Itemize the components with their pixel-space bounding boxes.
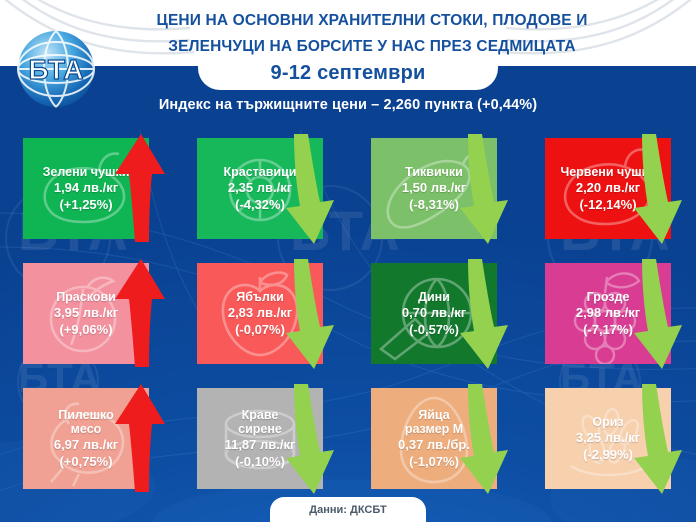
data-source: Данни: ДКСБТ [309, 504, 387, 516]
product-row: Зелени чушки 1,94 лв./кг (+1,25%) [0, 130, 696, 255]
header-band [0, 0, 696, 66]
product-card-cherveni-chushki[interactable]: Червени чушки 2,20 лв./кг (-12,14%) [545, 138, 671, 239]
product-cell: Ориз 3,25 лв./кг (-2,99%) [522, 380, 696, 505]
product-price: 3,25 лв./кг [575, 429, 641, 445]
date-pill-shape [198, 60, 498, 90]
product-cell: Зелени чушки 1,94 лв./кг (+1,25%) [0, 130, 174, 255]
title-line-1: ЦЕНИ НА ОСНОВНИ ХРАНИТЕЛНИ СТОКИ, ПЛОДОВ… [156, 12, 588, 29]
product-name: Тиквички [405, 164, 463, 179]
product-card-yabalki[interactable]: Ябълки 2,83 лв./кг (-0,07%) [197, 263, 323, 364]
watermelon-icon [378, 277, 473, 361]
product-change: (-12,14%) [579, 196, 637, 212]
product-name: Дини [418, 289, 450, 304]
card-text: Грозде 2,98 лв./кг (-7,17%) [545, 263, 671, 364]
product-price: 0,37 лв./бр. [398, 436, 470, 452]
product-cell: Краве сирене 11,87 лв./кг (-0,10%) [174, 380, 348, 505]
product-name: Краставици [223, 164, 297, 179]
price-index-line: Индекс на тържищните цени – 2,260 пункта… [158, 97, 538, 113]
product-change: (-8,31%) [409, 196, 459, 212]
page-title: ЦЕНИ НА ОСНОВНИ ХРАНИТЕЛНИ СТОКИ, ПЛОДОВ… [92, 8, 652, 60]
product-card-krastavici[interactable]: Краставици 2,35 лв./кг (-4,32%) [197, 138, 323, 239]
product-name: Пилешко месо [58, 407, 114, 436]
product-card-tikvichki[interactable]: Тиквички 1,50 лв./кг (-8,31%) [371, 138, 497, 239]
product-card-dini[interactable]: Дини 0,70 лв./кг (-0,57%) [371, 263, 497, 364]
product-change: (-0,07%) [235, 321, 285, 337]
product-change: (+1,25%) [59, 196, 113, 212]
product-card-zeleni-chushki[interactable]: Зелени чушки 1,94 лв./кг (+1,25%) [23, 138, 149, 239]
product-name: Краве сирене [238, 407, 282, 436]
card-text: Ябълки 2,83 лв./кг (-0,07%) [197, 263, 323, 364]
product-card-oriz[interactable]: Ориз 3,25 лв./кг (-2,99%) [545, 388, 671, 489]
product-card-grozde[interactable]: Грозде 2,98 лв./кг (-7,17%) [545, 263, 671, 364]
date-range: 9-12 септември [270, 61, 426, 84]
product-name: Грозде [586, 289, 630, 304]
card-text: Праскови 3,95 лв./кг (+9,06%) [23, 263, 149, 364]
product-card-pileshko-meso[interactable]: Пилешко месо 6,97 лв./кг (+0,75%) [23, 388, 149, 489]
card-text: Зелени чушки 1,94 лв./кг (+1,25%) [23, 138, 149, 239]
product-change: (-1,07%) [409, 453, 459, 469]
title-line-2: ЗЕЛЕНЧУЦИ НА БОРСИТЕ У НАС ПРЕЗ СЕДМИЦАТ… [168, 38, 576, 55]
product-name: Праскови [56, 289, 116, 304]
product-row: Пилешко месо 6,97 лв./кг (+0,75%) [0, 380, 696, 505]
footer-pill-shape [270, 497, 426, 522]
card-text: Дини 0,70 лв./кг (-0,57%) [371, 263, 497, 364]
product-price: 2,83 лв./кг [227, 304, 293, 320]
product-grid: Зелени чушки 1,94 лв./кг (+1,25%) [0, 130, 696, 495]
product-name: Яйца размер М [404, 407, 464, 436]
product-name: Ориз [592, 414, 624, 429]
product-change: (+9,06%) [59, 321, 113, 337]
product-price: 3,95 лв./кг [53, 304, 119, 320]
product-cell: Ябълки 2,83 лв./кг (-0,07%) [174, 255, 348, 380]
bta-logo: БТА [17, 30, 95, 108]
logo-text: БТА [29, 54, 84, 85]
product-change: (+0,75%) [59, 453, 113, 469]
product-price: 11,87 лв./кг [224, 436, 296, 452]
product-change: (-0,57%) [409, 321, 459, 337]
card-text: Ориз 3,25 лв./кг (-2,99%) [545, 388, 671, 489]
product-card-krave-sirene[interactable]: Краве сирене 11,87 лв./кг (-0,10%) [197, 388, 323, 489]
product-price: 1,50 лв./кг [401, 179, 467, 195]
product-cell: Тиквички 1,50 лв./кг (-8,31%) [348, 130, 522, 255]
product-change: (-7,17%) [583, 321, 633, 337]
product-name: Червени чушки [560, 164, 656, 179]
card-text: Яйца размер М 0,37 лв./бр. (-1,07%) [371, 388, 497, 489]
product-cell: Краставици 2,35 лв./кг (-4,32%) [174, 130, 348, 255]
card-text: Краве сирене 11,87 лв./кг (-0,10%) [197, 388, 323, 489]
product-cell: Червени чушки 2,20 лв./кг (-12,14%) [522, 130, 696, 255]
product-row: Праскови 3,95 лв./кг (+9,06%) [0, 255, 696, 380]
product-name: Ябълки [236, 289, 284, 304]
product-card-yaytsa[interactable]: Яйца размер М 0,37 лв./бр. (-1,07%) [371, 388, 497, 489]
product-change: (-2,99%) [583, 446, 633, 462]
product-card-praskovi[interactable]: Праскови 3,95 лв./кг (+9,06%) [23, 263, 149, 364]
product-cell: Яйца размер М 0,37 лв./бр. (-1,07%) [348, 380, 522, 505]
product-price: 1,94 лв./кг [53, 179, 119, 195]
card-text: Тиквички 1,50 лв./кг (-8,31%) [371, 138, 497, 239]
card-text: Пилешко месо 6,97 лв./кг (+0,75%) [23, 388, 149, 489]
product-price: 2,20 лв./кг [575, 179, 641, 195]
product-price: 2,35 лв./кг [227, 179, 293, 195]
product-price: 0,70 лв./кг [401, 304, 467, 320]
product-cell: Праскови 3,95 лв./кг (+9,06%) [0, 255, 174, 380]
product-price: 6,97 лв./кг [53, 436, 119, 452]
product-change: (-0,10%) [235, 453, 285, 469]
product-name: Зелени чушки [42, 164, 130, 179]
card-text: Червени чушки 2,20 лв./кг (-12,14%) [545, 138, 671, 239]
product-cell: Дини 0,70 лв./кг (-0,57%) [348, 255, 522, 380]
header-arc-decoration [4, 0, 692, 55]
product-cell: Пилешко месо 6,97 лв./кг (+0,75%) [0, 380, 174, 505]
grapes-icon [573, 272, 641, 364]
product-change: (-4,32%) [235, 196, 285, 212]
product-price: 2,98 лв./кг [575, 304, 641, 320]
product-cell: Грозде 2,98 лв./кг (-7,17%) [522, 255, 696, 380]
card-text: Краставици 2,35 лв./кг (-4,32%) [197, 138, 323, 239]
